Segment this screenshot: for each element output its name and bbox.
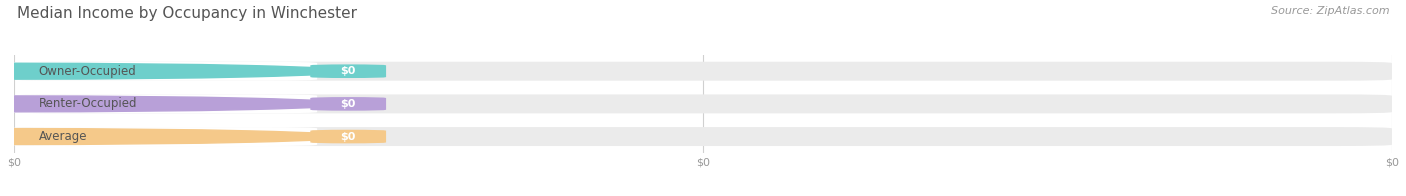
Circle shape — [0, 128, 357, 145]
FancyBboxPatch shape — [311, 130, 387, 143]
Text: $0: $0 — [340, 132, 356, 142]
Text: Average: Average — [39, 130, 87, 143]
FancyBboxPatch shape — [311, 64, 387, 78]
FancyBboxPatch shape — [14, 62, 1392, 81]
FancyBboxPatch shape — [14, 127, 318, 146]
Text: $0: $0 — [340, 99, 356, 109]
Circle shape — [0, 96, 350, 112]
FancyBboxPatch shape — [14, 94, 1392, 113]
Circle shape — [0, 63, 350, 79]
FancyBboxPatch shape — [14, 62, 318, 81]
Text: Source: ZipAtlas.com: Source: ZipAtlas.com — [1271, 6, 1389, 16]
Text: Renter-Occupied: Renter-Occupied — [39, 97, 138, 110]
Circle shape — [0, 129, 350, 144]
FancyBboxPatch shape — [14, 94, 318, 113]
Circle shape — [0, 96, 357, 112]
Text: Median Income by Occupancy in Winchester: Median Income by Occupancy in Winchester — [17, 6, 357, 21]
FancyBboxPatch shape — [311, 97, 387, 111]
FancyBboxPatch shape — [14, 127, 1392, 146]
Text: $0: $0 — [340, 66, 356, 76]
Text: Owner-Occupied: Owner-Occupied — [39, 65, 136, 78]
Circle shape — [0, 63, 357, 79]
